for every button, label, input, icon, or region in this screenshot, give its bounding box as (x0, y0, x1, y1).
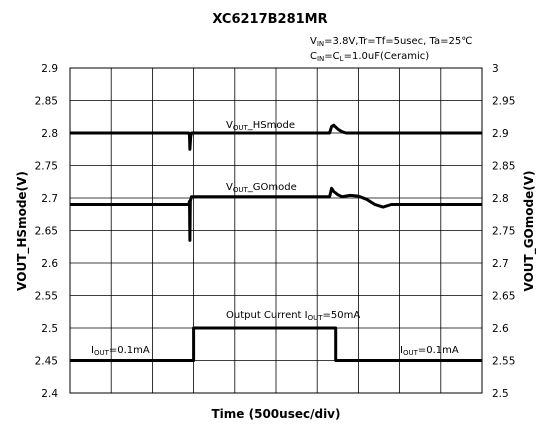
y-tick-label-left: 2.45 (35, 356, 58, 368)
y-tick-label-right: 3 (492, 63, 499, 75)
series-line-vout-gomode (70, 186, 482, 242)
y-tick-label-left: 2.5 (41, 323, 58, 335)
condition-line-2: CIN=CL=1.0uF(Ceramic) (310, 51, 429, 63)
y-tick-label-right: 2.5 (492, 388, 509, 400)
y-tick-label-left: 2.8 (41, 128, 58, 140)
y-tick-label-left: 2.7 (41, 193, 58, 205)
annotation-iout-left: IOUT=0.1mA (91, 345, 150, 357)
y-tick-label-right: 2.75 (492, 226, 515, 238)
series-line-output-current (70, 326, 482, 362)
series-line-vout-hsmode (70, 123, 482, 151)
annotation-current: Output Current IOUT=50mA (226, 310, 360, 322)
y-tick-label-left: 2.4 (41, 388, 58, 400)
y-tick-label-left: 2.75 (35, 161, 58, 173)
left-axis-ticks: 2.9 2.85 2.8 2.75 2.7 2.65 2.6 2.55 2.5 2.45 2.4 (35, 63, 59, 400)
chart-title: XC6217B281MR (212, 12, 327, 27)
y-tick-label-right: 2.85 (492, 161, 515, 173)
series-layer (70, 123, 482, 362)
y-tick-label-right: 2.9 (492, 128, 509, 140)
y-tick-label-right: 2.55 (492, 356, 515, 368)
y-axis-right-label: VOUT_GOmode(V) (522, 171, 537, 292)
y-tick-label-right: 2.65 (492, 291, 515, 303)
y-tick-label-right: 2.7 (492, 258, 509, 270)
condition-line-1: VIN=3.8V,Tr=Tf=5usec, Ta=25℃ (310, 36, 472, 48)
y-tick-label-left: 2.55 (35, 291, 58, 303)
annotation-go: VOUT_GOmode (226, 182, 297, 194)
right-axis-ticks: 3 2.95 2.9 2.85 2.8 2.75 2.7 2.65 2.6 2.55 2.5 (492, 63, 515, 400)
x-axis-label: Time (500usec/div) (212, 407, 341, 421)
y-tick-label-left: 2.6 (41, 258, 58, 270)
y-tick-label-right: 2.8 (492, 193, 509, 205)
plot-frame (69, 67, 483, 394)
annotation-iout-right: IOUT=0.1mA (400, 345, 459, 357)
y-tick-label-right: 2.6 (492, 323, 509, 335)
y-tick-label-left: 2.65 (35, 226, 58, 238)
y-axis-left-label: VOUT_HSmode(V) (15, 171, 30, 291)
annotation-hs: VOUT_HSmode (226, 120, 295, 132)
y-tick-label-right: 2.95 (492, 96, 515, 108)
y-tick-label-left: 2.9 (41, 63, 58, 75)
y-tick-label-left: 2.85 (35, 96, 58, 108)
